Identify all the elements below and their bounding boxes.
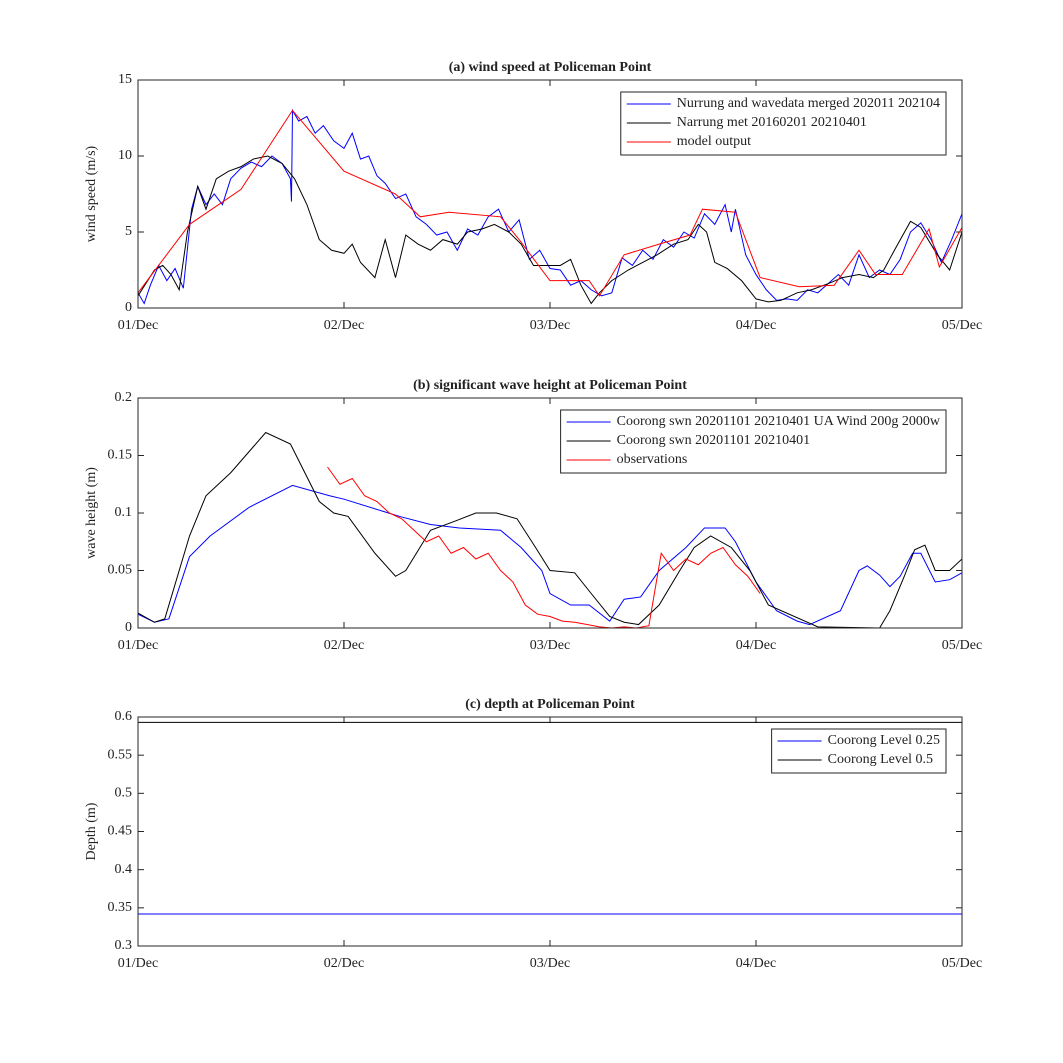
y-tick-label: 0.5 <box>115 786 133 801</box>
series-line <box>138 484 962 626</box>
y-tick-label: 5 <box>125 224 132 239</box>
y-tick-label: 0.55 <box>108 747 133 762</box>
chart-title: (c) depth at Policeman Point <box>465 697 635 712</box>
legend-label: model output <box>677 134 751 149</box>
chart-title: (b) significant wave height at Policeman… <box>413 378 687 393</box>
x-tick-label: 02/Dec <box>324 956 364 971</box>
y-axis-label: Depth (m) <box>84 802 99 860</box>
x-tick-label: 02/Dec <box>324 638 364 653</box>
legend: Coorong Level 0.25 Coorong Level 0.5 <box>771 728 947 774</box>
x-tick-label: 01/Dec <box>118 956 158 971</box>
x-tick-label: 04/Dec <box>736 638 776 653</box>
axes-box <box>137 716 963 947</box>
x-tick-label: 01/Dec <box>118 318 158 333</box>
y-tick-label: 0.15 <box>108 448 133 463</box>
series-line <box>327 466 761 628</box>
y-tick-label: 0.6 <box>115 709 133 724</box>
legend-label: Narrung met 20160201 20210401 <box>677 115 867 130</box>
x-tick-label: 05/Dec <box>942 318 982 333</box>
y-tick-label: 0.3 <box>115 938 133 953</box>
y-tick-label: 10 <box>118 148 132 163</box>
x-tick-label: 03/Dec <box>530 318 570 333</box>
axes-box <box>137 79 963 309</box>
axes-box <box>137 397 963 629</box>
series-line <box>138 431 962 628</box>
y-tick-label: 0.35 <box>108 900 133 915</box>
y-tick-label: 0.05 <box>108 563 133 578</box>
y-tick-label: 0.1 <box>115 505 133 520</box>
legend-box <box>771 728 947 774</box>
x-tick-label: 04/Dec <box>736 956 776 971</box>
y-tick-label: 0.2 <box>115 390 133 405</box>
legend-label: Coorong swn 20201101 20210401 UA Wind 20… <box>617 414 941 429</box>
series-line <box>138 108 962 305</box>
legend-label: Coorong Level 0.25 <box>828 733 940 748</box>
legend-label: Coorong swn 20201101 20210401 <box>617 433 811 448</box>
y-tick-label: 0 <box>125 300 132 315</box>
y-tick-label: 0.4 <box>115 862 133 877</box>
series-line <box>138 155 962 305</box>
x-tick-label: 05/Dec <box>942 956 982 971</box>
x-tick-label: 02/Dec <box>324 318 364 333</box>
y-axis-label: wind speed (m/s) <box>84 145 99 242</box>
x-tick-label: 03/Dec <box>530 956 570 971</box>
legend-box <box>620 91 947 156</box>
x-tick-label: 01/Dec <box>118 638 158 653</box>
x-tick-label: 04/Dec <box>736 318 776 333</box>
y-axis-label: wave height (m) <box>84 467 99 559</box>
x-tick-label: 05/Dec <box>942 638 982 653</box>
y-tick-label: 0.45 <box>108 824 133 839</box>
series-line <box>138 109 962 297</box>
legend-label: Nurrung and wavedata merged 202011 20210… <box>677 96 940 111</box>
legend-label: Coorong Level 0.5 <box>828 752 933 767</box>
legend: Coorong swn 20201101 20210401 UA Wind 20… <box>560 409 947 474</box>
x-tick-label: 03/Dec <box>530 638 570 653</box>
chart-title: (a) wind speed at Policeman Point <box>449 60 652 75</box>
legend-label: observations <box>617 452 688 467</box>
y-tick-label: 15 <box>118 72 132 87</box>
legend: Nurrung and wavedata merged 202011 20210… <box>620 91 947 156</box>
y-tick-label: 0 <box>125 620 132 635</box>
legend-box <box>560 409 947 474</box>
